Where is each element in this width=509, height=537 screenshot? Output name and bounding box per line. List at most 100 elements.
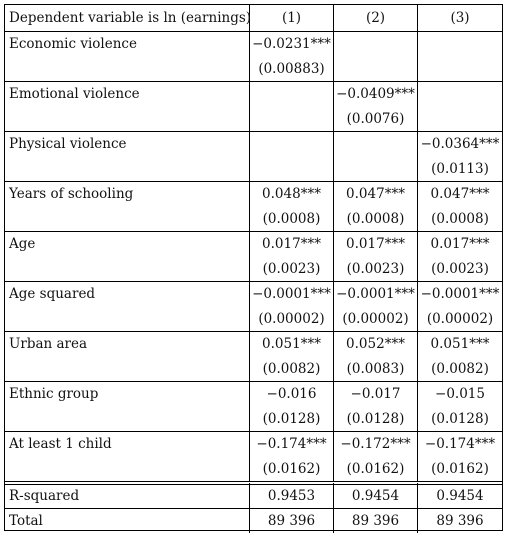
se-cell-1 — [250, 106, 334, 131]
se-label-empty — [5, 56, 250, 81]
se-row: (0.00002) (0.00002) (0.00002) — [5, 306, 502, 331]
variable-name: Ethnic group — [5, 381, 250, 406]
se-cell-2: (0.00002) — [334, 306, 418, 331]
coef-row: At least 1 child −0.174*** −0.172*** −0.174… — [5, 431, 502, 456]
se-cell-3: (0.0113) — [431, 160, 489, 177]
coef-cell-2: −0.0001*** — [334, 281, 418, 306]
coef-cell-2: 0.047*** — [334, 181, 418, 206]
variable-name: Urban area — [5, 331, 250, 356]
coef-cell-1: −0.174*** — [250, 431, 334, 456]
se-row: (0.0113) — [5, 156, 502, 181]
se-cell-3: (0.0082) — [431, 360, 489, 377]
coef-cell-1 — [250, 81, 334, 106]
coef-cell-1: −0.016 — [250, 381, 334, 406]
variable-divider — [5, 81, 502, 82]
se-cell-2 — [334, 56, 418, 81]
coef-row: Age squared −0.0001*** −0.0001*** −0.0001**… — [5, 281, 502, 306]
coef-cell-3 — [418, 81, 502, 106]
variable-divider — [5, 231, 502, 232]
coef-cell-1: −0.0231*** — [250, 31, 334, 56]
se-cell-2: (0.0023) — [334, 256, 418, 281]
se-row: (0.0076) — [5, 106, 502, 131]
se-cell-3: (0.0128) — [431, 410, 489, 427]
variable-divider — [5, 381, 502, 382]
se-cell-1: (0.0082) — [250, 356, 334, 381]
coef-row: Physical violence −0.0364*** — [5, 131, 502, 156]
variable-divider — [5, 131, 502, 132]
coef-cell-2: −0.0409*** — [334, 81, 418, 106]
coef-cell-3: −0.0001*** — [420, 285, 500, 302]
coef-cell-3: 0.047*** — [430, 185, 490, 202]
coef-cell-3 — [418, 31, 502, 56]
coef-cell-2 — [334, 31, 418, 56]
se-cell-3: (0.0023) — [431, 260, 489, 277]
se-row: (0.0162) (0.0162) (0.0162) — [5, 456, 502, 481]
se-cell-2 — [334, 156, 418, 181]
coef-cell-2: −0.172*** — [334, 431, 418, 456]
se-cell-2: (0.0162) — [334, 456, 418, 481]
coef-row: Emotional violence −0.0409*** — [5, 81, 502, 106]
se-row: (0.0008) (0.0008) (0.0008) — [5, 206, 502, 231]
se-label-empty — [5, 206, 250, 231]
coef-cell-1: 0.017*** — [250, 231, 334, 256]
variable-name: Age — [5, 231, 250, 256]
se-cell-3: (0.0008) — [431, 210, 489, 227]
footer-value-2: 89 396 — [334, 508, 418, 533]
coef-cell-2: 0.017*** — [334, 231, 418, 256]
footer-row: R-squared 0.9453 0.9454 0.9454 — [5, 483, 502, 508]
coef-cell-2: −0.017 — [334, 381, 418, 406]
se-label-empty — [5, 106, 250, 131]
header-dependent-variable: Dependent variable is ln (earnings) — [5, 5, 251, 31]
se-label-empty — [5, 156, 250, 181]
variable-name: Physical violence — [5, 131, 250, 156]
se-row: (0.0082) (0.0083) (0.0082) — [5, 356, 502, 381]
coef-cell-3: −0.0364*** — [420, 135, 500, 152]
variable-name: Years of schooling — [5, 181, 250, 206]
se-label-empty — [5, 456, 250, 481]
coef-cell-2 — [334, 131, 418, 156]
se-cell-3: (0.00002) — [426, 310, 494, 327]
se-cell-1: (0.00883) — [250, 56, 334, 81]
coef-cell-3: 0.051*** — [430, 335, 490, 352]
footer-divider — [5, 508, 502, 509]
se-cell-1: (0.00002) — [250, 306, 334, 331]
header-col-1: (1) — [250, 5, 334, 31]
se-row: (0.0023) (0.0023) (0.0023) — [5, 256, 502, 281]
variable-divider — [5, 431, 502, 432]
variable-name: At least 1 child — [5, 431, 250, 456]
se-cell-1: (0.0162) — [250, 456, 334, 481]
se-cell-2: (0.0008) — [334, 206, 418, 231]
footer-value-1: 89 396 — [250, 508, 334, 533]
regression-table: Dependent variable is ln (earnings) (1) (2… — [4, 4, 503, 533]
header-col-3: (3) — [450, 10, 470, 26]
se-cell-3: (0.0162) — [431, 460, 489, 477]
variable-name: Emotional violence — [5, 81, 250, 106]
variable-name: Age squared — [5, 281, 250, 306]
variable-name: Economic violence — [5, 31, 250, 56]
se-cell-1: (0.0128) — [250, 406, 334, 431]
se-cell-2: (0.0128) — [334, 406, 418, 431]
se-label-empty — [5, 356, 250, 381]
se-label-empty — [5, 256, 250, 281]
coef-row: Urban area 0.051*** 0.052*** 0.051*** — [5, 331, 502, 356]
coef-row: Years of schooling 0.048*** 0.047*** 0.047*… — [5, 181, 502, 206]
se-cell-1: (0.0023) — [250, 256, 334, 281]
header-col-2: (2) — [334, 5, 418, 31]
se-label-empty — [5, 406, 250, 431]
variable-divider — [5, 281, 502, 282]
variable-divider — [5, 181, 502, 182]
coef-cell-3: −0.174*** — [424, 435, 496, 452]
coef-row: Age 0.017*** 0.017*** 0.017*** — [5, 231, 502, 256]
se-cell-2: (0.0076) — [334, 106, 418, 131]
footer-double-divider — [5, 481, 502, 485]
se-row: (0.00883) — [5, 56, 502, 81]
se-cell-2: (0.0083) — [334, 356, 418, 381]
coef-row: Ethnic group −0.016 −0.017 −0.015 — [5, 381, 502, 406]
coef-cell-1: 0.048*** — [250, 181, 334, 206]
coef-cell-3: −0.015 — [435, 385, 485, 402]
footer-value-1: 0.9453 — [250, 483, 334, 508]
se-row: (0.0128) (0.0128) (0.0128) — [5, 406, 502, 431]
se-cell-1: (0.0008) — [250, 206, 334, 231]
footer-row: Total 89 396 89 396 89 396 — [5, 508, 502, 533]
coef-row: Economic violence −0.0231*** — [5, 31, 502, 56]
